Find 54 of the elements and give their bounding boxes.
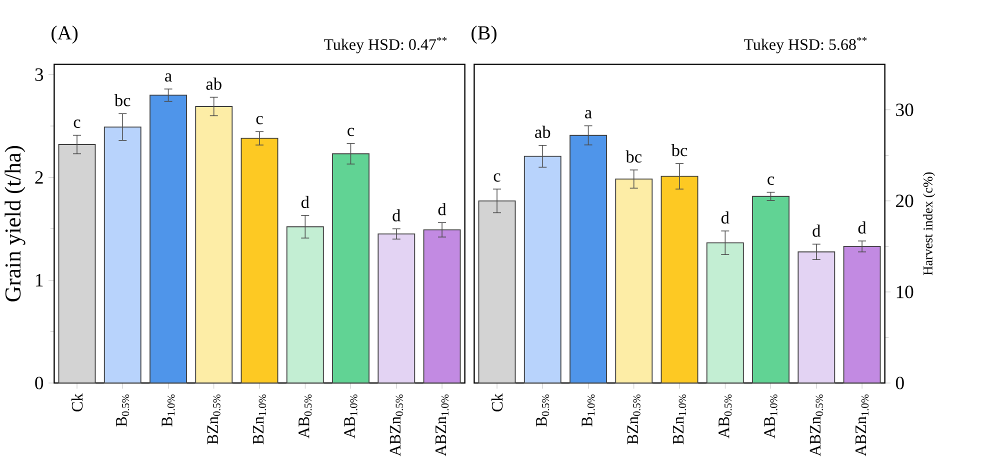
y2-axis-title: Harvest index (c%) bbox=[923, 172, 936, 276]
data-label: a bbox=[585, 110, 592, 118]
x-tick-label: Ck bbox=[491, 393, 503, 412]
data-label: d bbox=[858, 221, 866, 234]
y-axis-title: Grain yield (t/ha) bbox=[4, 146, 26, 302]
y-tick-label: 3 bbox=[35, 68, 44, 81]
y-tick-label: 1 bbox=[36, 274, 43, 286]
y2-tick-label: 10 bbox=[896, 286, 914, 298]
data-label: d bbox=[812, 224, 821, 237]
data-label: ab bbox=[206, 78, 222, 90]
x-tick-label: AB$_{0.5%}$ bbox=[718, 394, 732, 438]
data-label: c bbox=[348, 128, 354, 136]
x-tick-label: ABZn$_{1.0%}$ bbox=[435, 394, 449, 456]
data-label: bc bbox=[114, 94, 130, 106]
chart-title: (B) bbox=[472, 26, 496, 44]
y2-tick-label: 20 bbox=[896, 194, 914, 208]
text: Tukey HSD: 5.68$^{**}$ bbox=[744, 37, 867, 54]
chart-title: (A) bbox=[52, 26, 78, 44]
data-label: c bbox=[494, 173, 500, 182]
x-tick-label: B$_{1.0%}$ bbox=[162, 394, 175, 426]
x-tick-label: BZn$_{0.5%}$ bbox=[207, 394, 220, 444]
y-tick-label: 2 bbox=[35, 171, 43, 184]
y2-tick-label: 0 bbox=[896, 376, 904, 390]
x-tick-label: Ck bbox=[71, 393, 83, 412]
data-label: bc bbox=[671, 144, 688, 156]
text: Tukey HSD: 0.47$^{**}$ bbox=[324, 37, 447, 54]
data-label: c bbox=[768, 176, 774, 185]
data-label: d bbox=[301, 196, 310, 208]
data-label: bc bbox=[626, 150, 642, 163]
x-tick-label: BZn$_{0.5%}$ bbox=[627, 394, 640, 444]
bar bbox=[378, 233, 416, 384]
data-label: d bbox=[721, 211, 730, 224]
x-tick-label: BZn$_{1.0%}$ bbox=[673, 394, 686, 444]
bar bbox=[752, 196, 790, 384]
x-tick-label: B$_{0.5%}$ bbox=[116, 394, 130, 426]
x-tick-label: ABZn$_{0.5%}$ bbox=[390, 394, 403, 456]
x-tick-label: BZn$_{1.0%}$ bbox=[253, 394, 266, 444]
x-tick-label: ABZn$_{1.0%}$ bbox=[855, 394, 869, 456]
data-label: a bbox=[165, 73, 172, 82]
x-tick-label: AB$_{1.0%}$ bbox=[344, 394, 358, 438]
bar bbox=[286, 226, 324, 384]
x-tick-label: B$_{1.0%}$ bbox=[582, 394, 595, 426]
bar bbox=[843, 246, 881, 384]
data-label: c bbox=[74, 120, 80, 128]
x-tick-label: AB$_{0.5%}$ bbox=[298, 394, 312, 438]
y-tick-label: 0 bbox=[35, 376, 44, 390]
data-label: c bbox=[256, 116, 263, 124]
y2-tick-label: 30 bbox=[896, 104, 914, 116]
x-tick-label: B$_{0.5%}$ bbox=[536, 394, 550, 426]
data-label: d bbox=[392, 209, 401, 222]
data-label: d bbox=[438, 203, 446, 216]
data-label: ab bbox=[535, 126, 550, 138]
x-tick-label: AB$_{1.0%}$ bbox=[764, 394, 778, 438]
x-tick-label: ABZn$_{0.5%}$ bbox=[810, 394, 823, 456]
